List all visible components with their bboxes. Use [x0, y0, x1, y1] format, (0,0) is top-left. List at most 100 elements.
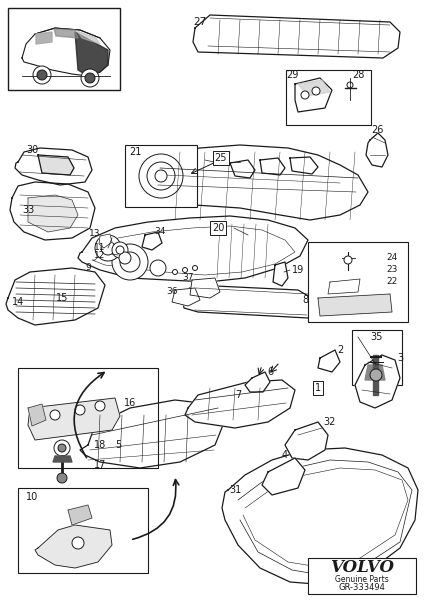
- Text: 13: 13: [89, 228, 101, 237]
- Text: 14: 14: [12, 297, 24, 307]
- Text: 20: 20: [212, 223, 224, 233]
- Polygon shape: [28, 398, 120, 440]
- Circle shape: [301, 91, 309, 99]
- Polygon shape: [318, 350, 340, 372]
- Circle shape: [58, 444, 66, 452]
- Circle shape: [95, 235, 121, 261]
- Bar: [352, 330, 402, 385]
- Bar: [308, 242, 408, 322]
- Bar: [308, 558, 416, 594]
- Text: 36: 36: [166, 287, 178, 296]
- Circle shape: [81, 69, 99, 87]
- Polygon shape: [285, 422, 328, 460]
- Text: 28: 28: [352, 70, 364, 80]
- Polygon shape: [145, 145, 368, 220]
- Polygon shape: [28, 195, 78, 232]
- Text: 22: 22: [386, 278, 398, 287]
- Text: 4: 4: [282, 450, 288, 460]
- Text: 16: 16: [124, 398, 136, 408]
- Text: 32: 32: [324, 417, 336, 427]
- Text: 34: 34: [154, 228, 166, 237]
- Text: 8: 8: [302, 295, 308, 305]
- Text: 1: 1: [315, 383, 321, 393]
- Text: 24: 24: [386, 254, 398, 263]
- Text: 35: 35: [371, 332, 383, 342]
- Circle shape: [173, 269, 178, 275]
- Circle shape: [370, 369, 382, 381]
- Polygon shape: [22, 28, 110, 76]
- Polygon shape: [318, 294, 392, 316]
- Text: 17: 17: [94, 460, 106, 470]
- Circle shape: [75, 405, 85, 415]
- Polygon shape: [185, 380, 295, 428]
- Circle shape: [37, 70, 47, 80]
- Text: 11: 11: [94, 243, 106, 252]
- Circle shape: [72, 537, 84, 549]
- Text: 7: 7: [235, 390, 241, 400]
- Polygon shape: [54, 29, 78, 38]
- Bar: [286, 70, 371, 125]
- Text: 27: 27: [193, 17, 207, 27]
- Polygon shape: [35, 525, 112, 568]
- Polygon shape: [77, 31, 100, 44]
- Polygon shape: [28, 404, 46, 426]
- Circle shape: [57, 473, 67, 483]
- Circle shape: [119, 252, 131, 264]
- Circle shape: [112, 242, 128, 258]
- Text: 6: 6: [267, 367, 273, 377]
- Text: 3: 3: [397, 353, 403, 363]
- Text: 5: 5: [115, 440, 121, 450]
- Polygon shape: [355, 355, 400, 408]
- Polygon shape: [10, 182, 95, 240]
- Circle shape: [182, 267, 187, 272]
- Polygon shape: [260, 158, 285, 175]
- Text: 33: 33: [22, 205, 34, 215]
- Polygon shape: [273, 262, 288, 286]
- Text: 9: 9: [85, 263, 91, 272]
- Circle shape: [112, 244, 148, 280]
- Circle shape: [193, 266, 198, 270]
- Circle shape: [101, 241, 115, 255]
- Circle shape: [50, 410, 60, 420]
- Circle shape: [147, 162, 175, 190]
- Polygon shape: [366, 133, 388, 167]
- Text: 26: 26: [371, 125, 383, 135]
- Circle shape: [116, 246, 124, 254]
- Polygon shape: [328, 279, 360, 294]
- Circle shape: [139, 154, 183, 198]
- Polygon shape: [182, 285, 315, 318]
- Text: 2: 2: [337, 345, 343, 355]
- Polygon shape: [172, 288, 200, 306]
- Polygon shape: [298, 80, 330, 96]
- Circle shape: [155, 170, 167, 182]
- Polygon shape: [53, 456, 72, 462]
- Polygon shape: [142, 232, 162, 250]
- Text: 31: 31: [229, 485, 241, 495]
- Polygon shape: [99, 234, 112, 248]
- Circle shape: [312, 87, 320, 95]
- Text: 19: 19: [292, 265, 304, 275]
- Text: GR-333494: GR-333494: [339, 584, 385, 593]
- Polygon shape: [193, 15, 400, 58]
- Text: 12: 12: [94, 251, 106, 260]
- Text: 15: 15: [56, 293, 68, 303]
- Circle shape: [33, 66, 51, 84]
- Polygon shape: [290, 157, 318, 174]
- Bar: [125, 145, 197, 207]
- Polygon shape: [230, 160, 255, 178]
- Polygon shape: [80, 400, 225, 468]
- Text: 21: 21: [129, 147, 141, 157]
- Polygon shape: [78, 216, 308, 282]
- Polygon shape: [365, 365, 385, 380]
- Text: 10: 10: [26, 492, 38, 502]
- Polygon shape: [15, 148, 92, 185]
- Text: 37: 37: [182, 273, 194, 282]
- Text: VOLVO: VOLVO: [330, 560, 394, 576]
- Circle shape: [347, 82, 353, 88]
- Circle shape: [85, 73, 95, 83]
- Polygon shape: [38, 155, 74, 175]
- Polygon shape: [373, 355, 378, 395]
- Text: 23: 23: [386, 266, 398, 275]
- Polygon shape: [245, 372, 270, 392]
- Text: 25: 25: [215, 153, 227, 163]
